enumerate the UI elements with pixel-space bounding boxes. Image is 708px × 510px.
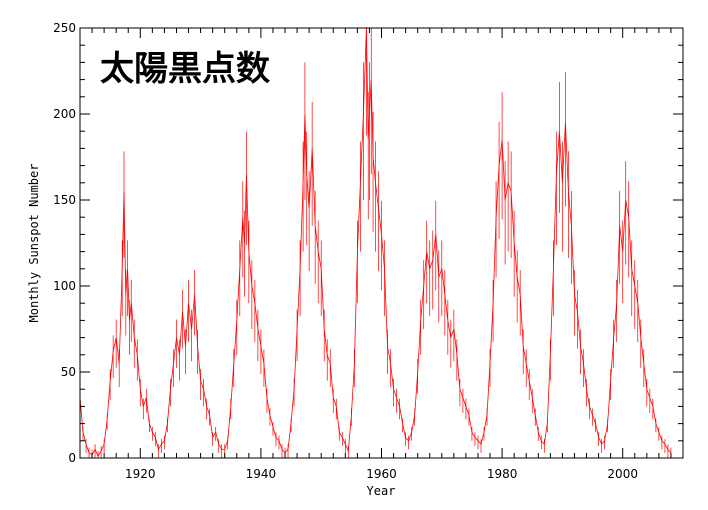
series-layer <box>79 27 672 458</box>
y-tick-label: 250 <box>53 21 76 35</box>
x-tick-label: 1980 <box>487 467 518 481</box>
x-axis-title: Year <box>367 484 396 498</box>
y-tick-label: 100 <box>53 279 76 293</box>
y-tick-label: 150 <box>53 193 76 207</box>
ticks-layer <box>79 27 684 459</box>
y-tick-label: 0 <box>68 451 76 465</box>
x-tick-label: 1960 <box>366 467 397 481</box>
x-tick-label: 1940 <box>246 467 277 481</box>
tick-labels-layer: 1920 1940 1960 1980 2000 0 50 100 150 200 250 <box>53 21 638 481</box>
chart-title: 太陽黒点数 <box>100 49 270 89</box>
y-tick-label: 200 <box>53 107 76 121</box>
x-tick-label: 2000 <box>607 467 638 481</box>
y-axis-title: Monthly Sunspot Number <box>27 164 41 323</box>
y-tick-label: 50 <box>61 365 76 379</box>
x-tick-label: 1920 <box>125 467 156 481</box>
